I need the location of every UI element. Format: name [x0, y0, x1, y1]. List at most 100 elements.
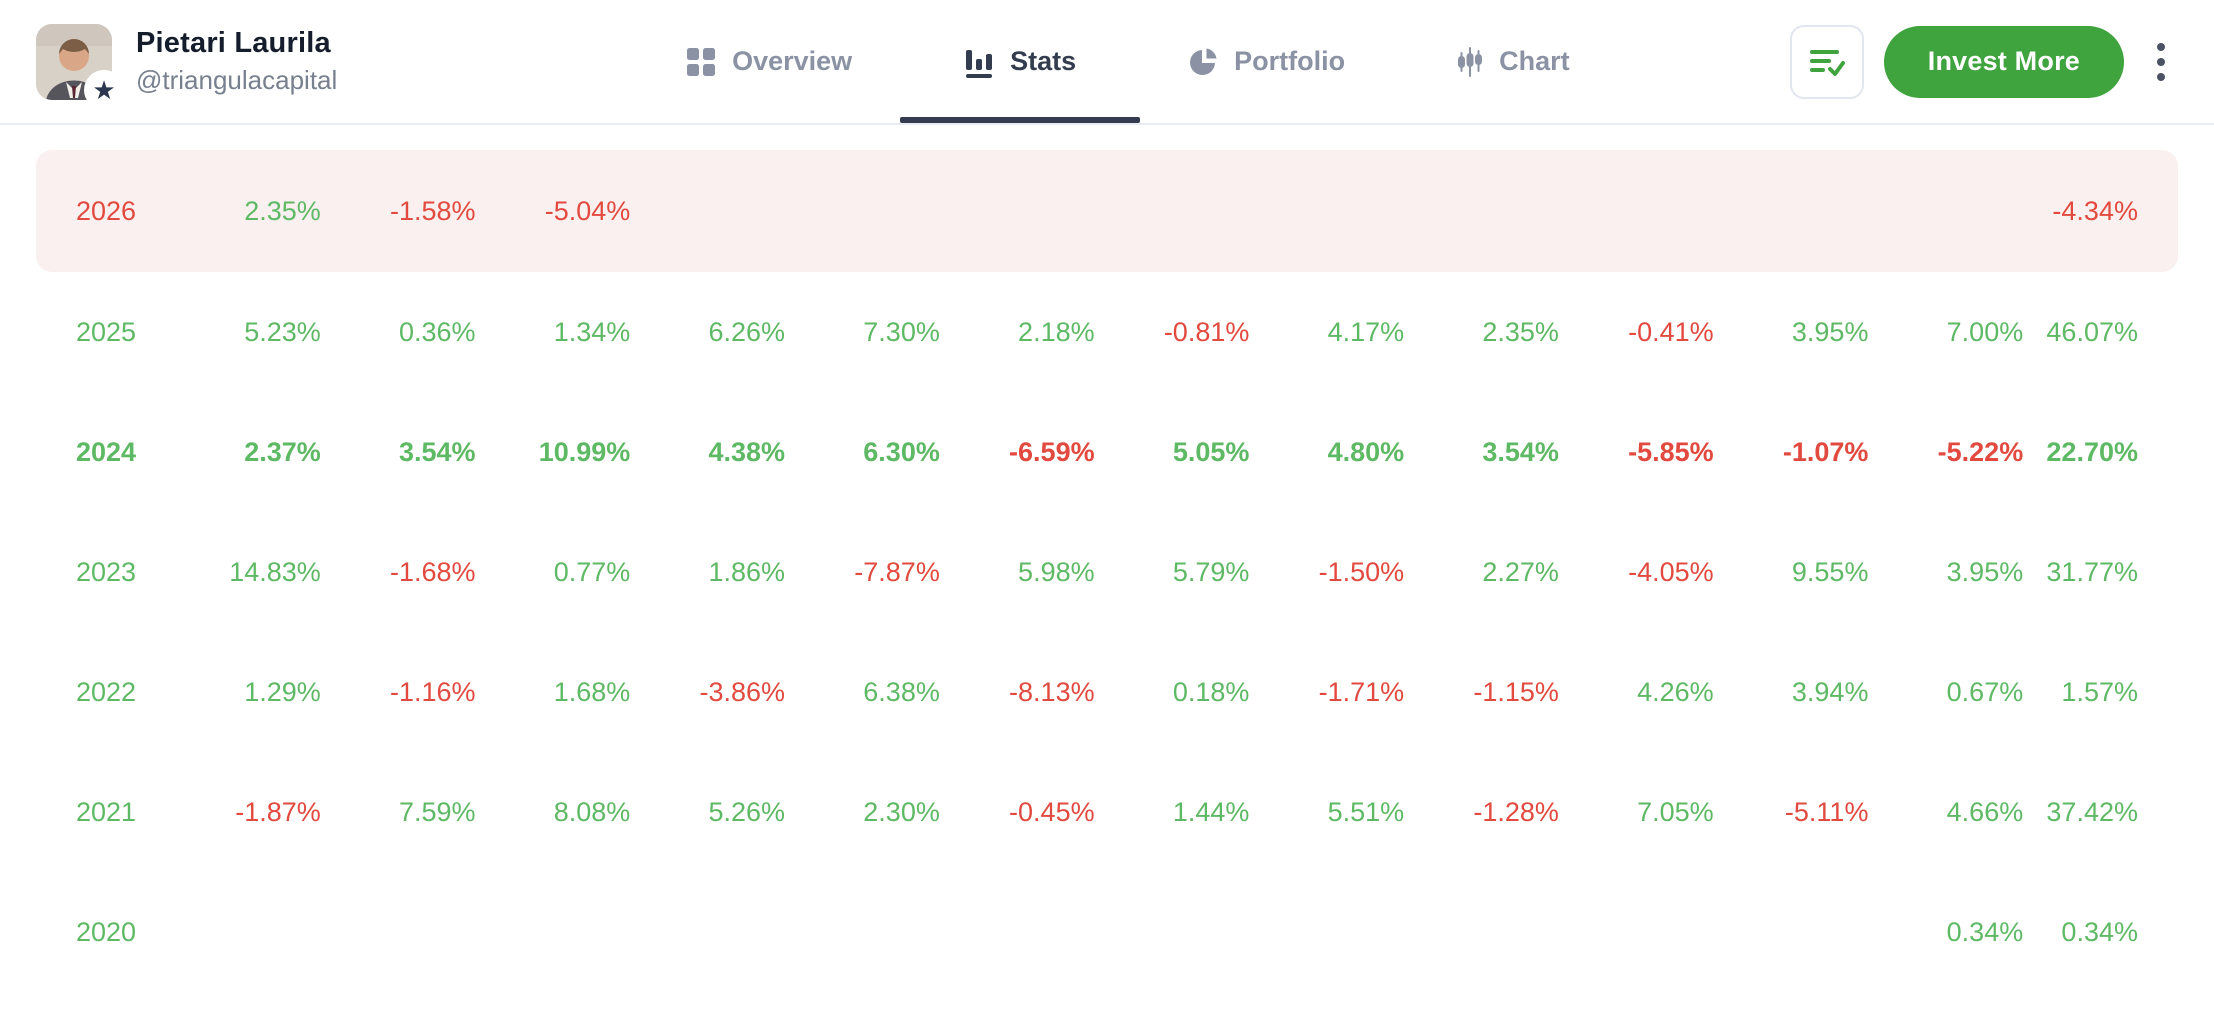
- return-cell: 7.05%: [1637, 796, 1714, 827]
- profile-handle: @triangulacapital: [136, 65, 338, 95]
- return-cell: 6.30%: [863, 436, 940, 467]
- watchlist-check-button[interactable]: [1789, 24, 1864, 99]
- list-check-icon: [1809, 49, 1845, 76]
- return-cell: -4.05%: [1628, 556, 1714, 587]
- return-cell: 2.35%: [244, 195, 321, 226]
- tab-bar: Overview Stats Portfolio Chart: [466, 0, 1790, 123]
- return-cell: 5.98%: [1018, 556, 1095, 587]
- return-cell: 0.34%: [1946, 916, 2024, 947]
- profile-text: Pietari Laurila @triangulacapital: [136, 27, 337, 96]
- header: ★ Pietari Laurila @triangulacapital Over…: [0, 0, 2214, 125]
- return-cell: -8.13%: [1009, 676, 1095, 707]
- return-cell: 10.99%: [538, 436, 631, 467]
- table-row: 2026 2.35% -1.58% -5.04% -4.34%: [36, 150, 2178, 272]
- return-cell: 2.30%: [863, 796, 940, 827]
- return-cell: -1.28%: [1473, 796, 1559, 827]
- table-row: 2025 5.23% 0.36% 1.34% 6.26% 7.30% 2.18% -0.81…: [36, 272, 2178, 392]
- return-cell: 6.38%: [863, 676, 940, 707]
- candlestick-icon: [1458, 46, 1483, 77]
- return-cell: 2.37%: [244, 436, 321, 467]
- return-cell: -1.07%: [1782, 436, 1869, 467]
- return-cell: 8.08%: [553, 796, 631, 827]
- header-controls: Invest More: [1789, 0, 2178, 123]
- return-cell: -7.87%: [854, 556, 940, 587]
- return-cell: 0.77%: [553, 556, 631, 587]
- ytd-total-cell: 1.57%: [2061, 676, 2138, 707]
- return-cell: 4.38%: [708, 436, 786, 467]
- return-cell: 1.44%: [1172, 796, 1250, 827]
- year-label: 2023: [76, 556, 137, 587]
- return-cell: 5.51%: [1327, 796, 1405, 827]
- ytd-total-cell: 0.34%: [2061, 916, 2138, 947]
- return-cell: 7.00%: [1946, 316, 2024, 347]
- return-cell: 4.66%: [1946, 796, 2024, 827]
- return-cell: 5.23%: [244, 316, 321, 347]
- return-cell: 0.36%: [398, 316, 476, 347]
- return-cell: 0.18%: [1172, 676, 1250, 707]
- pie-chart-icon: [1190, 48, 1217, 75]
- return-cell: -1.58%: [389, 195, 476, 226]
- return-cell: 4.17%: [1327, 316, 1405, 347]
- return-cell: -1.71%: [1318, 676, 1405, 707]
- year-label: 2020: [76, 916, 137, 947]
- return-cell: -1.50%: [1318, 556, 1405, 587]
- return-cell: -1.16%: [389, 676, 476, 707]
- star-icon: ★: [84, 69, 124, 110]
- table-row: 2024 2.37% 3.54% 10.99% 4.38% 6.30% -6.59% 5.0…: [36, 392, 2178, 512]
- return-cell: 3.95%: [1946, 556, 2024, 587]
- tab-stats[interactable]: Stats: [964, 0, 1076, 123]
- return-cell: 4.26%: [1637, 676, 1714, 707]
- invest-more-button[interactable]: Invest More: [1883, 25, 2124, 98]
- tab-label: Overview: [732, 46, 853, 76]
- return-cell: -1.15%: [1473, 676, 1559, 707]
- return-cell: 5.79%: [1172, 556, 1250, 587]
- year-label: 2021: [76, 796, 137, 827]
- year-label: 2022: [76, 676, 137, 707]
- return-cell: -1.87%: [235, 796, 321, 827]
- year-label: 2025: [76, 316, 137, 347]
- return-cell: -5.22%: [1937, 436, 2024, 467]
- return-cell: 3.54%: [398, 436, 476, 467]
- table-row: 2020 0.34% 0.34%: [36, 872, 2178, 992]
- return-cell: -0.41%: [1628, 316, 1714, 347]
- return-cell: 3.94%: [1791, 676, 1869, 707]
- return-cell: 2.27%: [1482, 556, 1559, 587]
- ytd-total-cell: -4.34%: [2052, 195, 2138, 226]
- ytd-total-cell: 37.42%: [2046, 796, 2138, 827]
- bar-chart-icon: [966, 49, 993, 78]
- return-cell: 1.86%: [708, 556, 786, 587]
- avatar: ★: [36, 23, 124, 110]
- ytd-total-cell: 31.77%: [2046, 556, 2138, 587]
- return-cell: 3.95%: [1791, 316, 1869, 347]
- return-cell: -6.59%: [1009, 436, 1095, 467]
- return-cell: 6.26%: [708, 316, 786, 347]
- tab-overview[interactable]: Overview: [686, 0, 852, 123]
- year-label: 2024: [76, 436, 137, 467]
- tab-portfolio[interactable]: Portfolio: [1188, 0, 1345, 123]
- tab-label: Stats: [1010, 46, 1077, 76]
- return-cell: 5.05%: [1172, 436, 1250, 467]
- kebab-menu-icon[interactable]: [2144, 25, 2178, 99]
- return-cell: 7.30%: [863, 316, 940, 347]
- return-cell: 2.35%: [1482, 316, 1559, 347]
- returns-table: 2026 2.35% -1.58% -5.04% -4.34% 2025 5.23% 0…: [0, 150, 2214, 992]
- return-cell: -0.81%: [1163, 316, 1250, 347]
- return-cell: 2.18%: [1018, 316, 1095, 347]
- profile-name: Pietari Laurila: [136, 27, 331, 59]
- return-cell: 4.80%: [1327, 436, 1405, 467]
- trader-profile: ★ Pietari Laurila @triangulacapital: [36, 0, 466, 123]
- return-cell: 14.83%: [229, 556, 321, 587]
- tab-label: Portfolio: [1234, 46, 1346, 76]
- return-cell: -5.04%: [544, 195, 631, 226]
- table-row: 2021 -1.87% 7.59% 8.08% 5.26% 2.30% -0.45% 1.4…: [36, 752, 2178, 872]
- return-cell: 1.68%: [553, 676, 631, 707]
- return-cell: -3.86%: [699, 676, 786, 707]
- year-label: 2026: [76, 195, 137, 226]
- tab-label: Chart: [1499, 46, 1570, 76]
- tab-chart[interactable]: Chart: [1457, 0, 1570, 123]
- return-cell: 5.26%: [708, 796, 786, 827]
- return-cell: 1.34%: [553, 316, 631, 347]
- ytd-total-cell: 22.70%: [2046, 436, 2138, 467]
- return-cell: -5.85%: [1628, 436, 1714, 467]
- return-cell: -0.45%: [1009, 796, 1095, 827]
